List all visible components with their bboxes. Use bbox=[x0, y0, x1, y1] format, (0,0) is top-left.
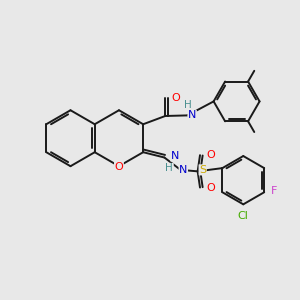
Text: F: F bbox=[271, 186, 277, 196]
Text: N: N bbox=[171, 151, 179, 161]
Text: H: H bbox=[184, 100, 192, 110]
Text: O: O bbox=[206, 150, 215, 160]
Text: N: N bbox=[188, 110, 196, 120]
Text: S: S bbox=[199, 165, 206, 175]
Text: O: O bbox=[172, 93, 181, 103]
Text: H: H bbox=[166, 164, 173, 173]
Text: O: O bbox=[206, 182, 215, 193]
Text: O: O bbox=[115, 162, 123, 172]
Text: N: N bbox=[179, 165, 188, 175]
Text: Cl: Cl bbox=[238, 211, 249, 221]
